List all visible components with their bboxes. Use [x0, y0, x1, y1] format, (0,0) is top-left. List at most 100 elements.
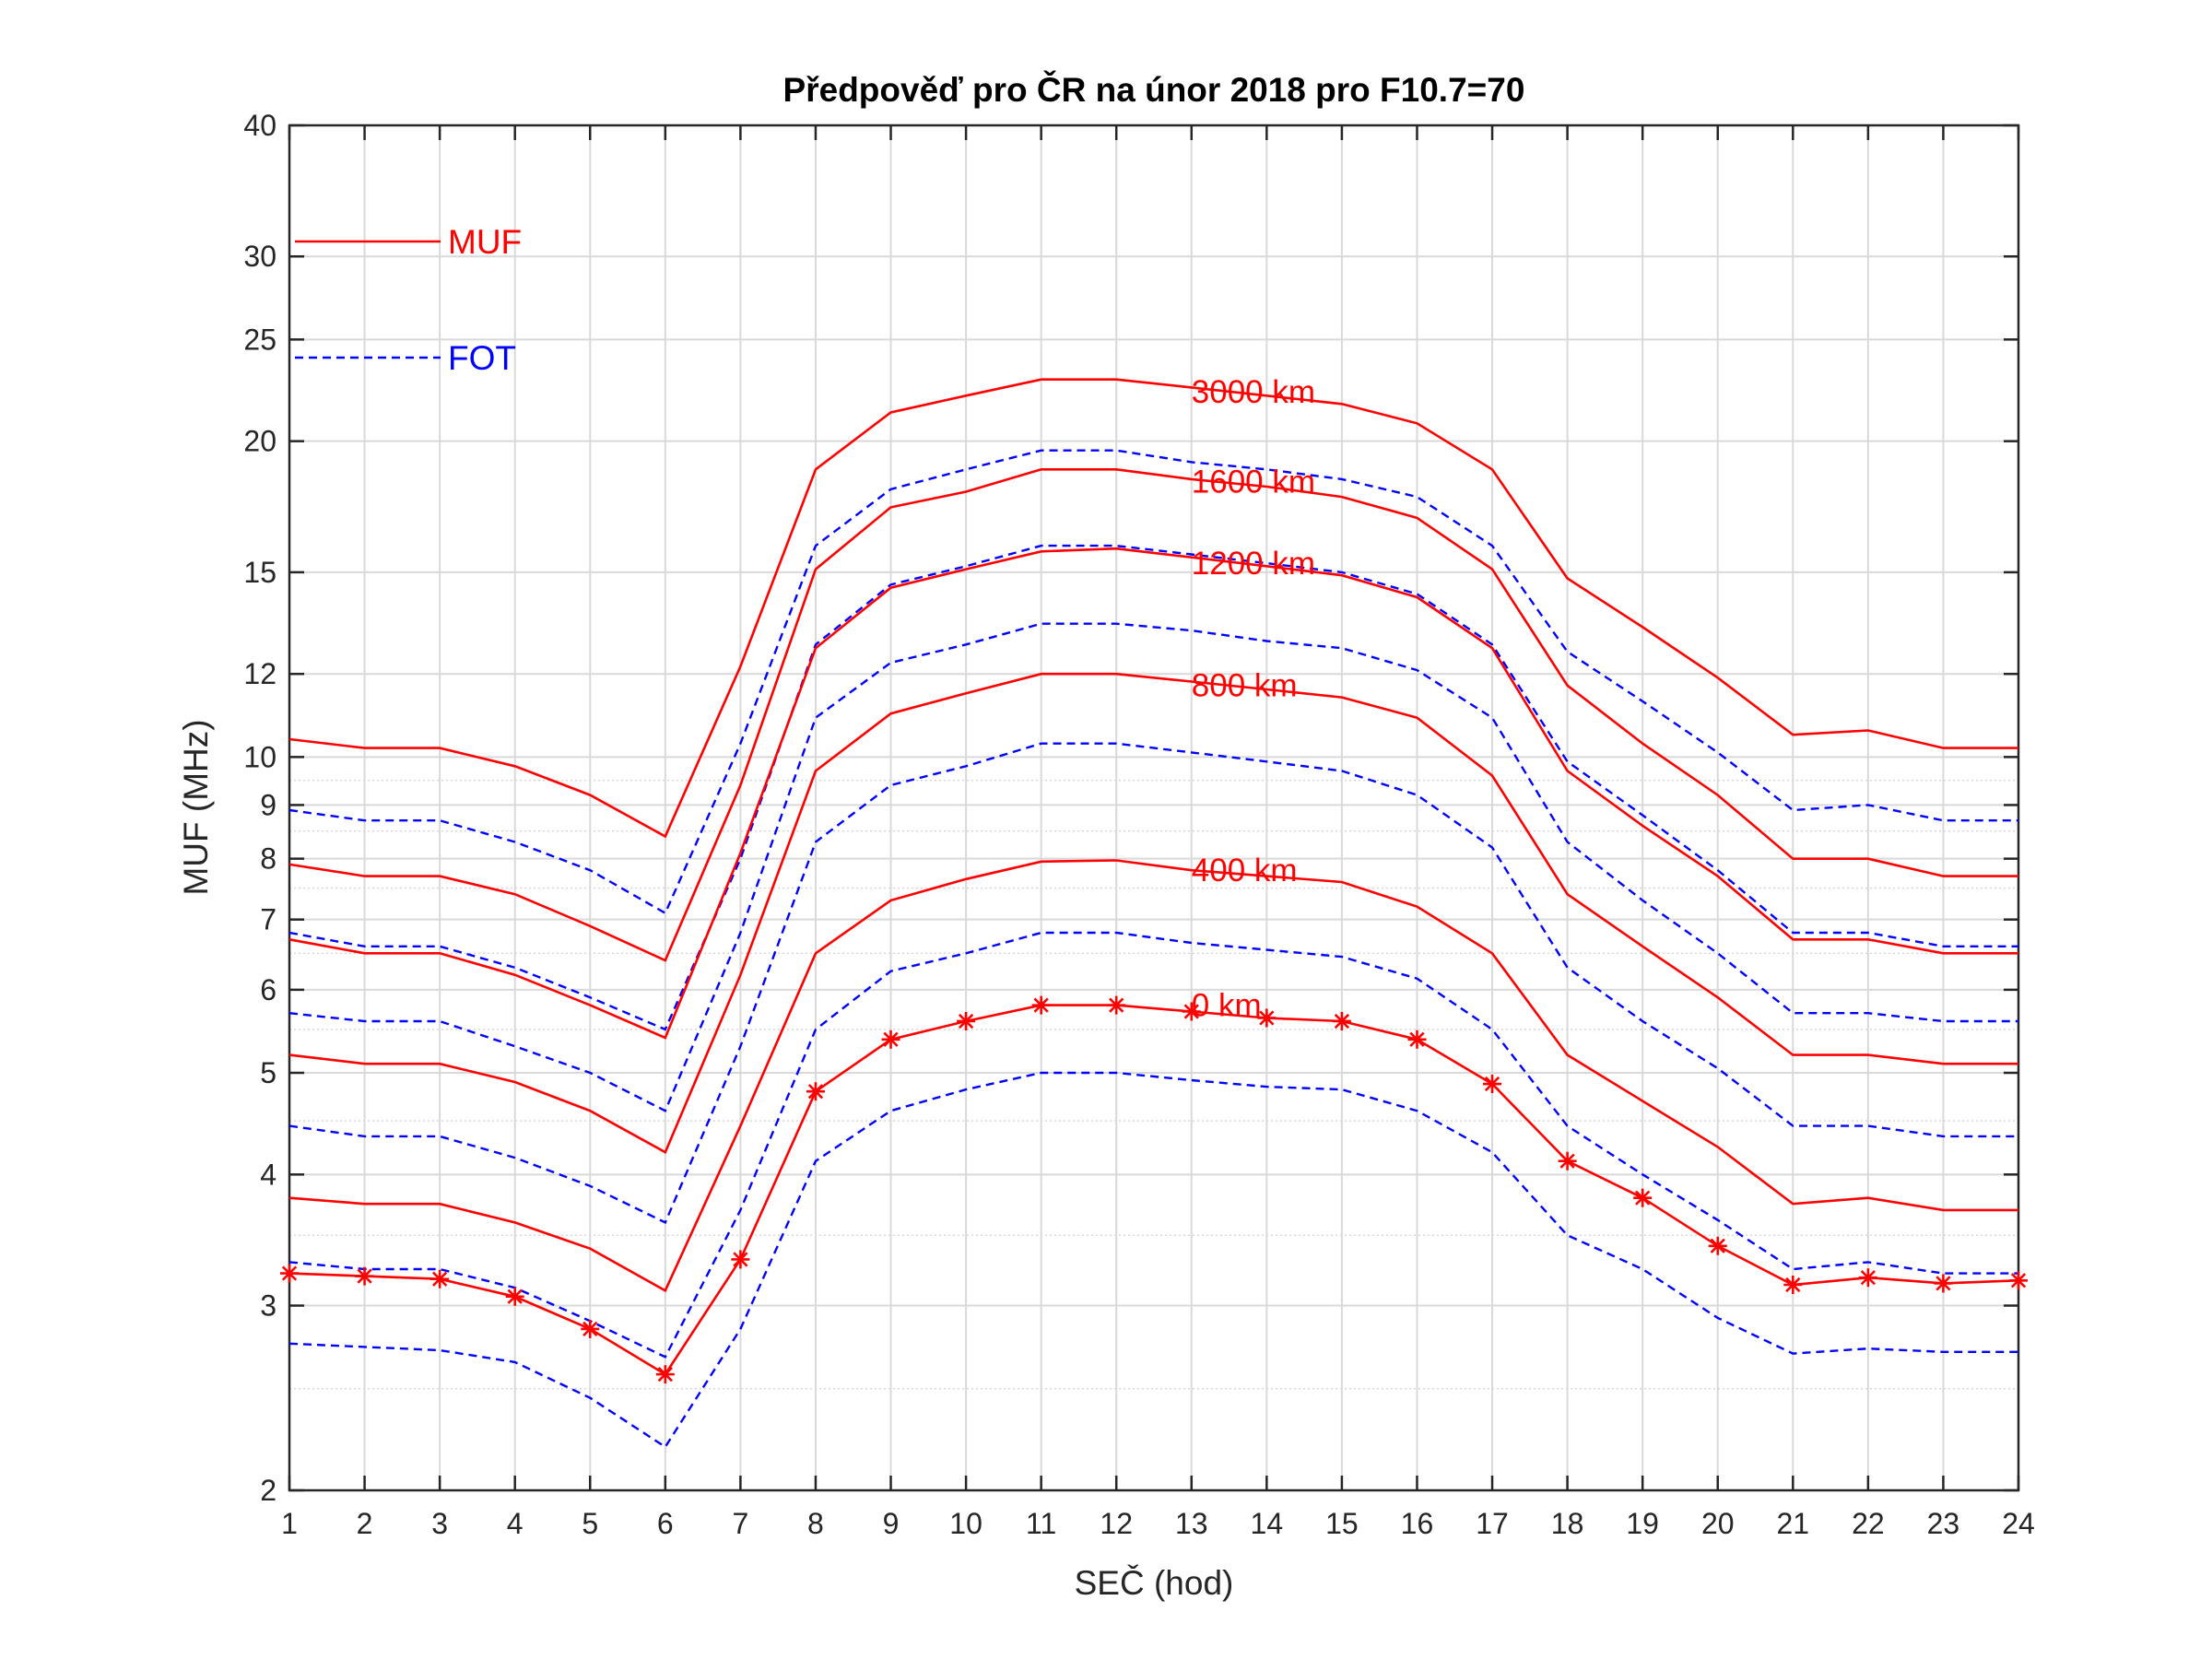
asterisk-marker	[1332, 1011, 1351, 1030]
x-tick-label: 6	[657, 1507, 674, 1540]
y-tick-label: 20	[243, 425, 276, 458]
y-tick-label: 12	[243, 657, 276, 690]
asterisk-marker	[430, 1269, 450, 1288]
distance-label: 1200 km	[1192, 546, 1315, 582]
y-tick-label: 3	[260, 1289, 276, 1323]
x-tick-label: 9	[883, 1507, 900, 1540]
asterisk-marker	[1558, 1151, 1577, 1171]
muf-800-km-line	[288, 672, 2018, 1155]
asterisk-marker	[806, 1082, 825, 1101]
marker-stroke	[807, 1084, 824, 1100]
marker-stroke	[1936, 1276, 1951, 1291]
marker-stroke	[2010, 1273, 2027, 1288]
plot-area	[288, 124, 2020, 1492]
x-tick-label: 3	[431, 1507, 448, 1540]
asterisk-marker	[1031, 995, 1051, 1015]
marker-stroke	[1785, 1277, 1801, 1293]
fot-1600-km-line	[288, 544, 2018, 1031]
asterisk-marker	[1633, 1188, 1653, 1207]
y-tick-label: 30	[243, 240, 276, 273]
fot-800-km-line	[288, 742, 2018, 1225]
marker-stroke	[281, 1265, 298, 1281]
legend-label-muf: MUF	[448, 223, 522, 261]
fot-1200-km-line	[288, 622, 2018, 1112]
asterisk-marker	[881, 1030, 900, 1049]
series-layer	[288, 378, 2019, 1449]
x-tick-label: 4	[507, 1507, 524, 1540]
asterisk-marker	[1107, 995, 1126, 1015]
x-tick-label: 1	[281, 1507, 298, 1540]
asterisk-marker	[355, 1266, 374, 1286]
x-tick-labels: 1 2 3 4 5 6 7 8 9 10 11 12 13 14 15 16 17 18 19 20 21 22 23 24	[281, 1507, 2035, 1540]
marker-stroke	[1409, 1031, 1425, 1047]
marker-stroke	[733, 1252, 748, 1267]
marker-layer	[280, 995, 2028, 1384]
distance-label: 1600 km	[1192, 465, 1315, 500]
x-tick-label: 16	[1401, 1507, 1434, 1540]
marker-stroke	[1559, 1153, 1575, 1169]
fot-400-km-line	[288, 931, 2018, 1359]
x-tick-label: 18	[1551, 1507, 1584, 1540]
marker-stroke	[1635, 1190, 1651, 1206]
marker-stroke	[1860, 1270, 1876, 1286]
x-tick-label: 15	[1325, 1507, 1359, 1540]
muf-400-km-line	[288, 859, 2018, 1293]
x-tick-label: 12	[1100, 1507, 1133, 1540]
marker-stroke	[1710, 1238, 1725, 1253]
y-tick-label: 2	[260, 1474, 276, 1507]
marker-stroke	[582, 1321, 598, 1337]
y-tick-labels: 2 3 4 5 6 7 8 9 10 12 15 20 25 30 40	[243, 109, 276, 1507]
distance-label: 0 km	[1192, 988, 1262, 1024]
x-tick-label: 24	[2002, 1507, 2035, 1540]
chart-title: Předpověď pro ČR na únor 2018 pro F10.7=…	[783, 70, 1525, 109]
y-tick-label: 10	[243, 740, 276, 773]
asterisk-marker	[1708, 1236, 1727, 1255]
fot-0-km-line	[288, 1071, 2018, 1449]
asterisk-marker	[581, 1319, 600, 1338]
y-tick-label: 6	[260, 973, 276, 1006]
x-tick-label: 19	[1626, 1507, 1659, 1540]
distance-label: 800 km	[1192, 668, 1298, 704]
distance-labels: 3000 km 1600 km 1200 km 800 km 400 km 0 km	[1192, 374, 1315, 1024]
x-tick-label: 20	[1701, 1507, 1735, 1540]
y-tick-label: 9	[260, 788, 276, 821]
marker-stroke	[1484, 1076, 1500, 1092]
marker-stroke	[1109, 997, 1124, 1013]
asterisk-marker	[655, 1365, 675, 1384]
muf-1600-km-line	[288, 467, 2018, 962]
asterisk-marker	[957, 1011, 976, 1030]
x-tick-label: 10	[949, 1507, 982, 1540]
asterisk-marker	[1483, 1075, 1502, 1094]
distance-label: 3000 km	[1192, 374, 1315, 410]
x-tick-label: 2	[357, 1507, 373, 1540]
major-grid	[289, 125, 2018, 1490]
y-tick-label: 25	[243, 323, 276, 356]
distance-label: 400 km	[1192, 853, 1298, 888]
asterisk-marker	[1858, 1268, 1877, 1288]
x-tick-label: 7	[732, 1507, 748, 1540]
x-tick-label: 13	[1175, 1507, 1208, 1540]
legend: MUF FOT	[295, 223, 522, 377]
x-axis-label: SEČ (hod)	[1075, 1564, 1234, 1602]
y-tick-label: 5	[260, 1056, 276, 1089]
x-tick-label: 22	[1852, 1507, 1885, 1540]
asterisk-marker	[731, 1250, 750, 1269]
muf-1200-km-line	[288, 547, 2018, 1040]
asterisk-marker	[280, 1264, 299, 1283]
marker-stroke	[958, 1013, 974, 1030]
fot-3000-km-line	[288, 449, 2018, 915]
y-tick-label: 4	[260, 1158, 276, 1191]
asterisk-marker	[1934, 1274, 1953, 1293]
asterisk-marker	[1257, 1008, 1277, 1028]
marker-stroke	[1259, 1010, 1275, 1026]
x-tick-label: 8	[807, 1507, 824, 1540]
marker-stroke	[657, 1366, 673, 1382]
asterisk-marker	[1182, 1002, 1201, 1021]
y-tick-label: 40	[243, 109, 276, 142]
x-tick-label: 17	[1476, 1507, 1509, 1540]
marker-stroke	[1334, 1013, 1350, 1030]
muf-3000-km-line	[288, 378, 2018, 839]
marker-stroke	[432, 1271, 448, 1287]
